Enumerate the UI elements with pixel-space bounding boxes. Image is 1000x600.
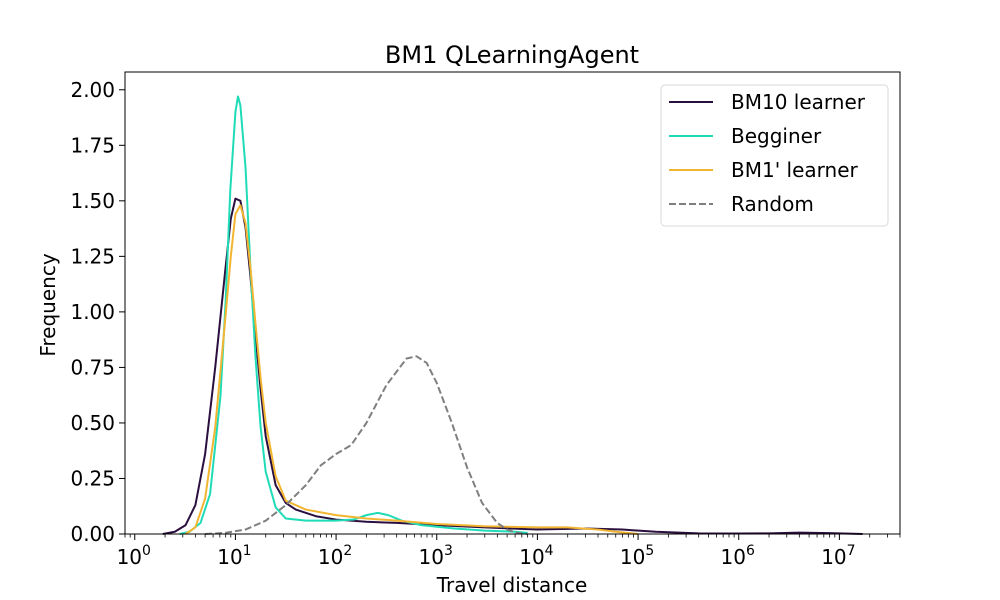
x-tick-label-7: 107 (821, 543, 855, 569)
series-line-2 (185, 204, 639, 535)
series-line-1 (179, 95, 528, 535)
y-axis: 0.00 0.25 0.50 0.75 1.00 1.25 1.50 1.75 2.00 (70, 78, 125, 546)
x-tick-label-3: 103 (419, 543, 453, 569)
y-tick-label-5: 1.25 (70, 244, 115, 268)
x-axis-label: Travel distance (436, 573, 588, 597)
y-tick-label-3: 0.75 (70, 355, 115, 379)
legend-label-2: BM1' learner (731, 158, 859, 182)
y-tick-label-1: 0.25 (70, 466, 115, 490)
y-tick-label-8: 2.00 (70, 78, 115, 102)
y-tick-label-0: 0.00 (70, 522, 115, 546)
plot-border (124, 71, 901, 535)
y-tick-label-6: 1.50 (70, 189, 115, 213)
plot-area (162, 95, 863, 535)
legend-label-1: Begginer (731, 124, 822, 148)
chart-title: BM1 QLearningAgent (385, 41, 639, 69)
y-axis-label: Frequency (36, 253, 60, 356)
y-tick-label-4: 1.00 (70, 300, 115, 324)
x-axis: 100 101 102 103 104 105 106 107 (117, 534, 901, 569)
legend-box (660, 84, 889, 227)
x-tick-label-5: 105 (620, 543, 654, 569)
y-tick-label-2: 0.50 (70, 411, 115, 435)
x-tick-label-1: 101 (217, 543, 251, 569)
x-tick-label-0: 100 (117, 543, 151, 569)
x-tick-label-6: 106 (721, 543, 755, 569)
x-tick-label-2: 102 (318, 543, 352, 569)
legend-label-0: BM10 learner (731, 90, 866, 114)
series-line-0 (162, 197, 863, 535)
y-tick-label-7: 1.75 (70, 133, 115, 157)
x-tick-label-4: 104 (519, 543, 553, 569)
plot-frame (124, 71, 901, 535)
legend-label-3: Random (731, 192, 814, 216)
series-line-3 (205, 355, 528, 535)
legend: BM10 learner Begginer BM1' learner Random (660, 84, 889, 227)
